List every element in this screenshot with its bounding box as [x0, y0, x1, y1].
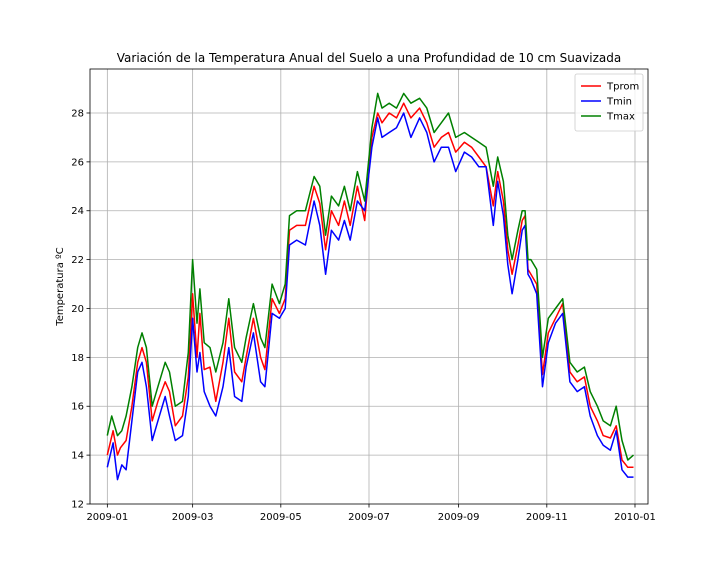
legend-label-tmax: Tmax	[606, 112, 635, 123]
y-axis: 12 14 16 18 20 22 24 26 28	[71, 108, 90, 511]
legend: Tprom Tmin Tmax	[574, 73, 644, 132]
y-tick-label: 18	[71, 353, 84, 364]
x-tick-label: 2009-09	[438, 512, 480, 523]
y-axis-label: Temperatura ºC	[55, 247, 66, 326]
y-tick-label: 12	[71, 500, 84, 511]
y-tick-label: 28	[71, 108, 84, 119]
x-tick-label: 2009-05	[260, 512, 302, 523]
x-tick-label: 2010-01	[614, 512, 656, 523]
y-tick-label: 20	[71, 304, 84, 315]
y-tick-label: 22	[71, 255, 84, 266]
x-tick-label: 2009-03	[172, 512, 214, 523]
x-axis: 2009-01 2009-03 2009-05 2009-07 2009-09 2009-…	[86, 504, 656, 523]
x-tick-label: 2009-11	[526, 512, 568, 523]
series-line-tmax	[106, 92, 634, 461]
y-tick-label: 24	[71, 206, 84, 217]
chart-title: Variación de la Temperatura Anual del Su…	[117, 51, 622, 65]
series-line-tmin	[106, 112, 634, 481]
y-tick-label: 16	[71, 402, 84, 413]
legend-label-tmin: Tmin	[606, 97, 632, 108]
x-tick-label: 2009-01	[86, 512, 128, 523]
y-tick-label: 14	[71, 451, 84, 462]
series-layer	[106, 92, 634, 481]
x-tick-label: 2009-07	[348, 512, 390, 523]
y-tick-label: 26	[71, 157, 84, 168]
legend-label-tprom: Tprom	[606, 82, 639, 93]
